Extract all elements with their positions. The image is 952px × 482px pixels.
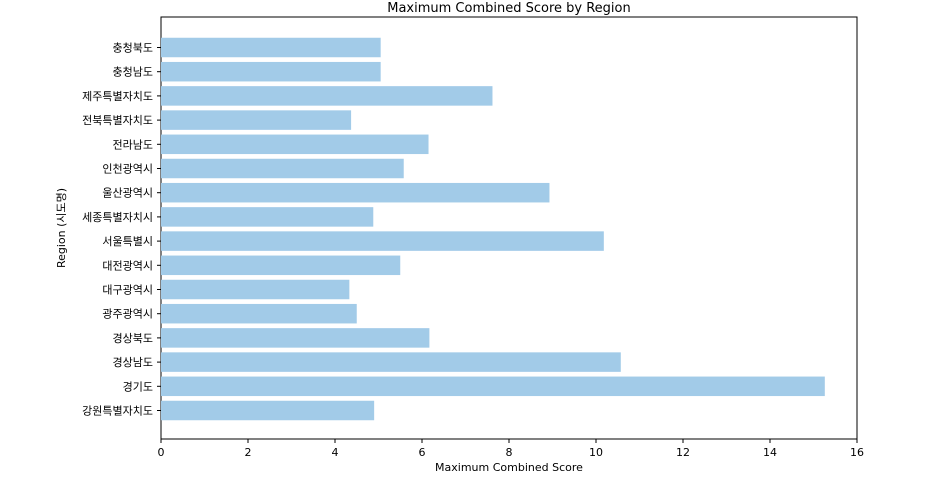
bar: [161, 37, 381, 58]
y-tick-label: 광주광역시: [102, 308, 153, 321]
x-tick-label: 8: [506, 446, 513, 459]
x-tick-label: 14: [763, 446, 777, 459]
y-tick-label: 대전광역시: [102, 259, 153, 272]
bar: [161, 400, 375, 421]
x-axis-label: Maximum Combined Score: [435, 461, 583, 474]
y-tick-label: 전북특별자치도: [82, 114, 153, 127]
y-tick-label: 전라남도: [113, 138, 153, 151]
bar: [161, 255, 401, 276]
chart-title: Maximum Combined Score by Region: [387, 1, 631, 16]
x-tick-label: 2: [245, 446, 252, 459]
bar: [161, 303, 357, 324]
x-tick-label: 16: [850, 446, 864, 459]
y-tick-label: 경기도: [123, 380, 153, 393]
bar: [161, 61, 381, 82]
bar: [161, 134, 429, 155]
y-axis: 충청북도충청남도제주특별자치도전북특별자치도전라남도인천광역시울산광역시세종특별…: [82, 42, 161, 418]
x-tick-label: 12: [676, 446, 690, 459]
y-tick-label: 울산광역시: [102, 187, 153, 200]
y-tick-label: 경상북도: [113, 332, 153, 345]
y-tick-label: 충청남도: [113, 66, 153, 79]
bars-group: [161, 37, 825, 421]
bar: [161, 376, 825, 397]
y-tick-label: 대구광역시: [102, 284, 153, 297]
bar: [161, 279, 350, 300]
bar: [161, 110, 352, 130]
y-tick-label: 충청북도: [113, 42, 153, 55]
bar: [161, 328, 430, 348]
bar: [161, 231, 604, 251]
x-tick-label: 10: [589, 446, 603, 459]
bar: [161, 86, 493, 106]
y-tick-label: 경상남도: [113, 356, 153, 369]
y-tick-label: 제주특별자치도: [82, 90, 153, 103]
x-tick-label: 4: [332, 446, 339, 459]
y-axis-label: Region (시도명): [55, 188, 68, 268]
y-tick-label: 세종특별자치시: [82, 211, 153, 224]
bar: [161, 352, 621, 372]
y-tick-label: 인천광역시: [102, 162, 153, 176]
x-axis: 0 2 4 6 8 10 12 14 16: [158, 439, 864, 459]
y-tick-label: 강원특별자치도: [82, 405, 153, 418]
x-tick-label: 6: [419, 446, 426, 459]
x-tick-label: 0: [158, 446, 165, 459]
y-tick-label: 서울특별시: [102, 235, 153, 248]
bar: [161, 182, 550, 203]
bar: [161, 207, 374, 227]
bar: [161, 158, 404, 179]
